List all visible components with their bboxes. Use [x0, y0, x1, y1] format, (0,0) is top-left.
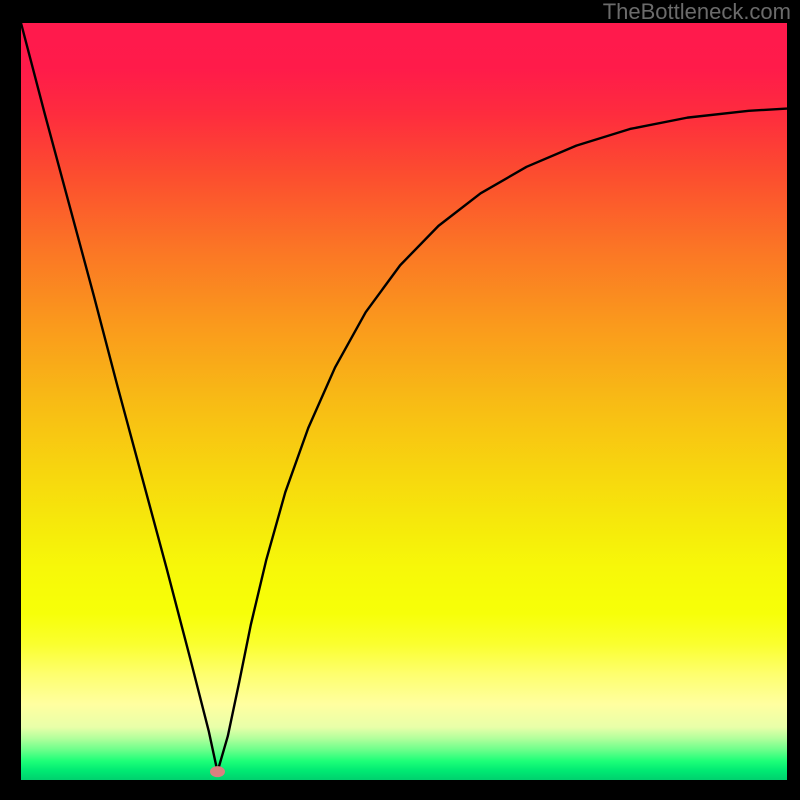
minimum-point-marker	[210, 767, 224, 777]
chart-container: TheBottleneck.com	[0, 0, 800, 800]
watermark-text: TheBottleneck.com	[603, 0, 791, 24]
plot-background	[21, 23, 787, 780]
bottleneck-chart: TheBottleneck.com	[0, 0, 800, 800]
